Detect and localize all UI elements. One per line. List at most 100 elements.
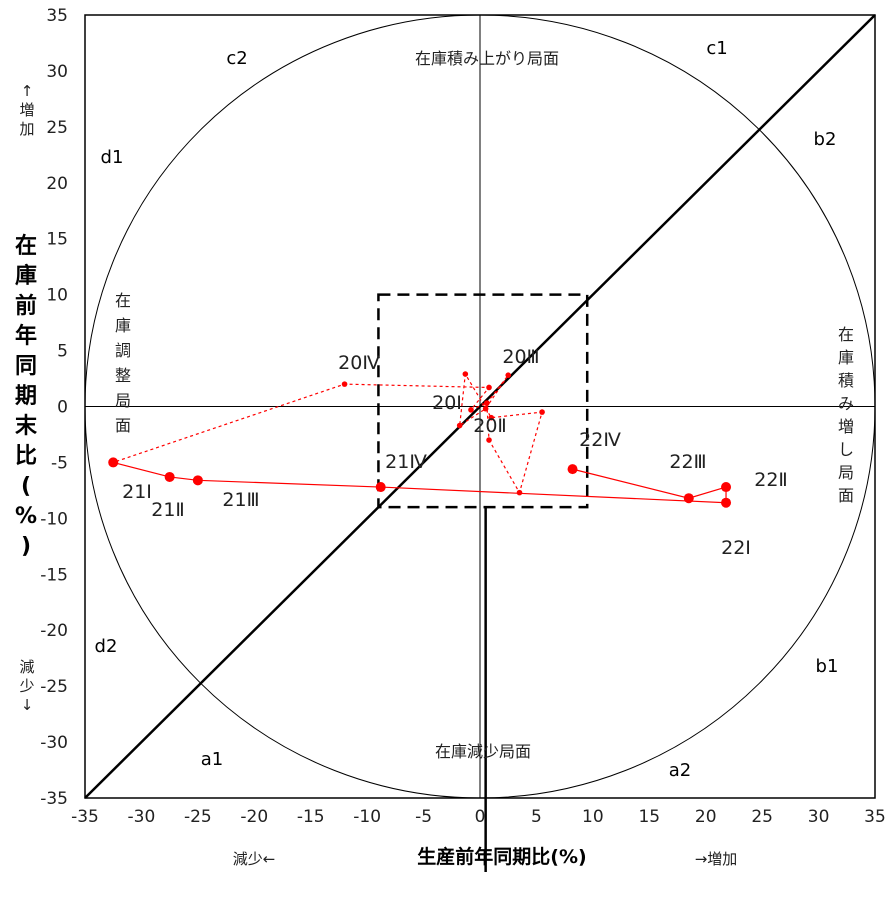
y-tick-label: 30 [46,62,68,82]
y-tick-label: -35 [40,789,68,809]
x-tick-label: 15 [638,807,660,827]
corner-label: d2 [95,636,118,657]
phase-label-right-char: し [838,440,854,459]
y-dir-up-char: 加 [19,120,34,138]
point-label: 21Ⅰ [122,481,152,503]
point-label: 20Ⅳ [338,352,380,374]
y-tick-label: -20 [40,621,68,641]
y-tick-label: 35 [46,6,68,26]
reference-circle [84,14,876,799]
corner-label: c1 [706,38,727,59]
phase-label-bottom: 在庫減少局面 [435,742,531,761]
y-tick-label: 10 [46,286,68,306]
y-tick-label: -30 [40,733,68,753]
y-axis-title-char: ( [21,474,31,499]
corner-label: b2 [814,129,837,150]
series-2020-point [456,422,463,429]
y-tick-label: -10 [40,509,68,529]
x-tick-label: 10 [582,807,604,827]
y-axis-title-char: 末 [15,414,38,439]
y-axis-title-char: 庫 [15,263,37,289]
series-2020-point [488,414,495,421]
y-dir-down-char: ↓ [21,696,34,714]
phase-label-top: 在庫積み上がり局面 [415,49,559,68]
series-2021-22-point [683,493,694,504]
x-axis-title: 生産前年同期比(%) [417,845,586,868]
x-tick-label: -20 [240,807,268,827]
series-2020-point [505,372,512,378]
series-2020-point [341,381,348,387]
y-axis-title-char: 年 [15,323,37,349]
phase-label-left-char: 整 [115,366,131,385]
phase-label-right-char: 積 [838,371,854,390]
phase-label-left-char: 調 [115,341,131,360]
y-axis-title-char: % [15,504,37,529]
point-label: 21Ⅱ [151,499,185,521]
x-dir-left: 減少← [233,850,276,868]
y-axis-title-char: 期 [15,384,37,409]
point-label: 21Ⅲ [222,489,259,511]
series-2020-point [468,407,474,413]
y-tick-label: -5 [51,453,68,473]
corner-label: a2 [669,760,691,781]
x-tick-label: -5 [415,807,432,827]
x-tick-label: -30 [128,807,156,827]
y-dir-up-char: 増 [19,101,34,119]
x-tick-label: 20 [695,807,717,827]
phase-label-left-char: 在 [115,291,131,310]
y-dir-up-char: ↑ [21,82,34,100]
series-2021-22-point [164,471,175,482]
y-tick-label: 25 [46,118,68,138]
x-tick-label: 30 [808,807,830,827]
x-dir-right: →増加 [695,850,738,868]
phase-label-right-char: 庫 [838,348,854,367]
series-2020-point [486,437,492,443]
y-axis-title-char: 比 [15,444,37,469]
series-2021-22-point [108,457,119,468]
corner-label: d1 [101,147,124,168]
x-tick-label: 0 [475,807,486,827]
point-label: 22Ⅰ [721,537,751,559]
point-label: 22Ⅳ [579,429,621,451]
y-dir-up: ↑増加 [19,82,34,138]
phase-label-right-char: 増 [838,417,854,436]
point-label: 20Ⅰ [432,392,462,414]
phase-label-left-char: 庫 [115,316,131,335]
y-dir-down: 減少↓ [19,658,34,714]
x-tick-label: 5 [531,807,542,827]
y-axis-title-char: 在 [15,233,37,259]
x-tick-label: -35 [71,807,99,827]
phase-label-right-char: 面 [838,486,854,505]
phase-label-left-char: 局 [115,391,131,410]
x-tick-label: -25 [184,807,212,827]
phase-label-left-char: 面 [115,416,131,435]
corner-label: c2 [226,48,247,69]
series-2021-22-point [375,482,386,493]
y-axis-title-char: 前 [15,293,37,319]
series-2020-line [113,372,543,495]
series-2021-22-point [721,497,732,508]
series-2020-point [539,409,545,415]
point-label: 21Ⅳ [385,451,427,473]
phase-label-right-char: 在 [838,325,854,344]
corner-label: a1 [201,749,223,770]
series-2020-point [462,371,469,377]
series-2020-point [486,384,492,391]
x-tick-label: -15 [297,807,325,827]
diagonal-line [84,14,876,799]
series-2021-22-point [567,464,578,475]
y-tick-label: 0 [57,398,68,418]
series-2020-point [516,489,523,496]
x-tick-label: 25 [751,807,773,827]
y-tick-label: -15 [40,565,68,585]
series-2021-22-point [721,482,732,493]
point-label: 22Ⅱ [754,469,788,491]
y-dir-down-char: 減 [19,658,34,676]
y-dir-down-char: 少 [19,677,34,695]
point-label: 20Ⅱ [473,415,507,437]
point-label: 20Ⅲ [502,346,539,368]
series-2020-point [482,405,489,412]
data-marks [108,371,732,508]
